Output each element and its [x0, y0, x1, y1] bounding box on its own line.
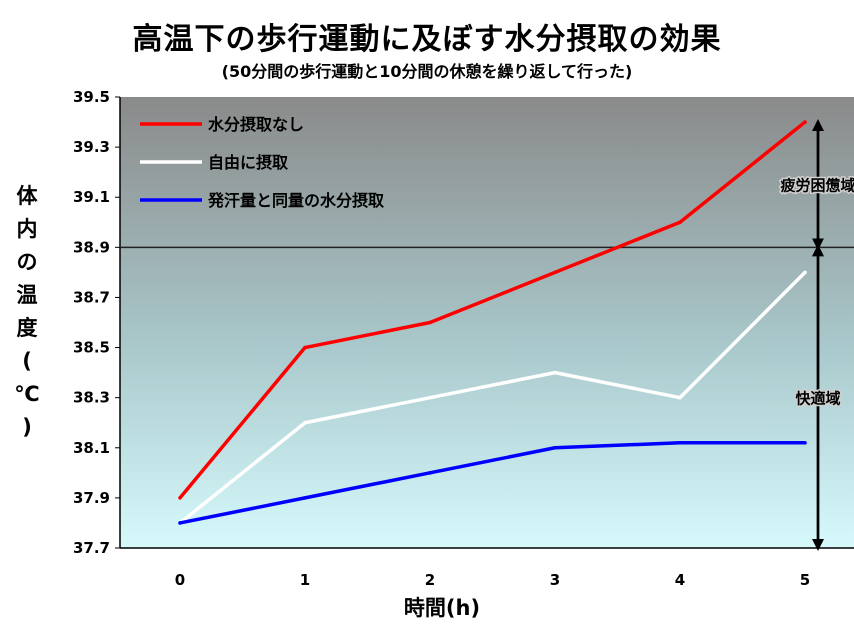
data-point [678, 220, 682, 225]
data-point [553, 445, 557, 450]
chart-subtitle: (50分間の歩行運動と10分間の休憩を繰り返して行った) [221, 62, 633, 81]
y-tick-label: 39.1 [73, 188, 110, 206]
data-point [553, 370, 557, 375]
x-tick-label: 2 [425, 571, 435, 589]
x-tick-label: 3 [550, 571, 560, 589]
x-tick-label: 4 [675, 571, 685, 589]
data-point [303, 496, 307, 500]
data-point [678, 395, 682, 400]
data-point [428, 471, 432, 475]
y-axis-label-char: ( [22, 349, 32, 373]
y-axis-label-char: 温 [16, 283, 38, 307]
x-tick-label: 5 [800, 571, 810, 589]
data-point [428, 395, 432, 400]
y-tick-label: 38.5 [73, 339, 110, 357]
data-point [303, 420, 307, 425]
y-tick-label: 38.1 [73, 439, 110, 457]
x-axis-label: 時間(h) [403, 596, 481, 620]
y-tick-label: 38.7 [73, 288, 110, 306]
y-axis-label-char: 度 [16, 316, 38, 340]
y-tick-label: 39.3 [73, 138, 110, 156]
data-point [303, 345, 307, 350]
y-tick-label: 37.7 [73, 539, 110, 557]
legend-label: 自由に摂取 [208, 153, 288, 172]
y-tick-label: 38.9 [73, 238, 110, 256]
y-tick-label: 39.5 [73, 88, 110, 106]
series-line-2 [178, 271, 807, 525]
data-point [553, 270, 557, 275]
chart-title: 高温下の歩行運動に及ぼす水分摂取の効果 [132, 22, 722, 57]
annotation-label: 快適域 [795, 390, 840, 408]
y-axis-label-char: 内 [16, 217, 38, 241]
x-tick-label: 1 [300, 571, 310, 589]
y-axis-label: 体内の温度 ( ℃) [14, 180, 40, 444]
annotation-label: 疲労困憊域 [780, 177, 854, 195]
data-point [178, 496, 182, 500]
data-point [803, 270, 807, 275]
legend-label: 発汗量と同量の水分摂取 [207, 191, 384, 210]
y-tick-label: 37.9 [73, 489, 110, 507]
x-tick-label: 0 [175, 571, 185, 589]
y-axis-label-char: の [16, 250, 38, 274]
data-point [428, 320, 432, 325]
y-axis-label-char: 体 [16, 184, 38, 208]
series-line-3 [179, 441, 805, 525]
y-axis-label-char: ) [22, 415, 32, 439]
data-point [803, 120, 807, 124]
y-axis-label-char: ℃ [14, 382, 40, 406]
legend-label: 水分摂取なし [208, 115, 304, 134]
data-point [178, 521, 182, 525]
y-tick-label: 38.3 [73, 389, 110, 407]
series-line-1 [178, 120, 807, 500]
data-point [678, 440, 682, 445]
data-point [803, 440, 807, 445]
